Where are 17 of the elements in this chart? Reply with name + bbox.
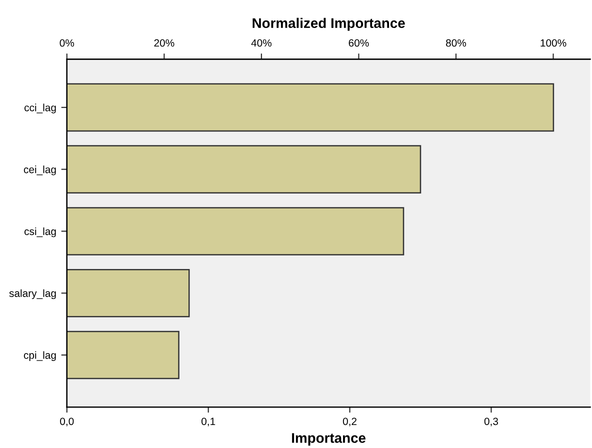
y-tick-label: cpi_lag [24,351,56,361]
x2-tick-label: 20% [154,39,174,47]
x-tick-label: 0,1 [202,418,216,426]
x2-tick-label: 0% [60,39,74,47]
x2-tick-label: 80% [446,39,466,47]
y-tick-label: salary_lag [9,289,56,300]
x-axis-title: Importance [292,433,366,446]
y-tick-label: csi_lag [24,227,56,238]
x2-tick-label: 60% [348,39,369,47]
y-tick-label: cci_lag [24,104,56,114]
y-tick-label: cei_lag [24,166,56,176]
x2-axis-title: Normalized Importance [252,18,405,31]
x-tick-label: 0,0 [60,418,74,426]
x-tick-label: 0,2 [342,418,356,426]
x2-tick-label: 40% [251,39,272,47]
x2-tick-label: 100% [540,39,566,47]
x-tick-label: 0,3 [484,418,498,426]
